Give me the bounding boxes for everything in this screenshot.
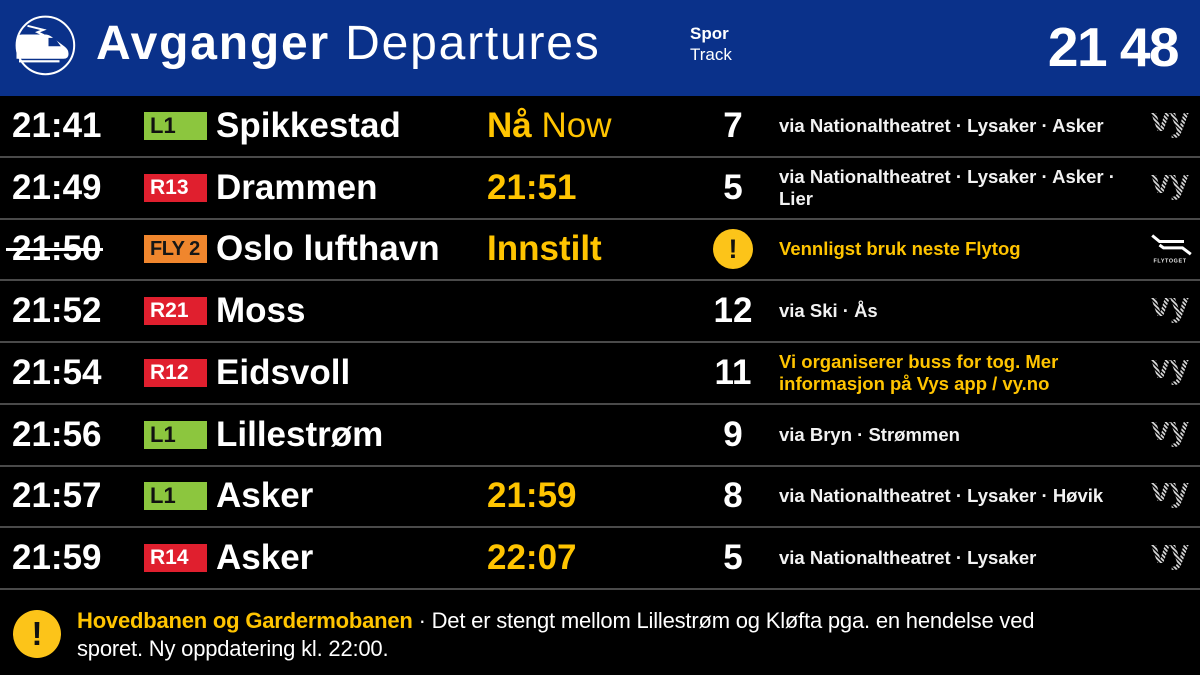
svg-text:FLYTOGET: FLYTOGET <box>1154 259 1187 265</box>
